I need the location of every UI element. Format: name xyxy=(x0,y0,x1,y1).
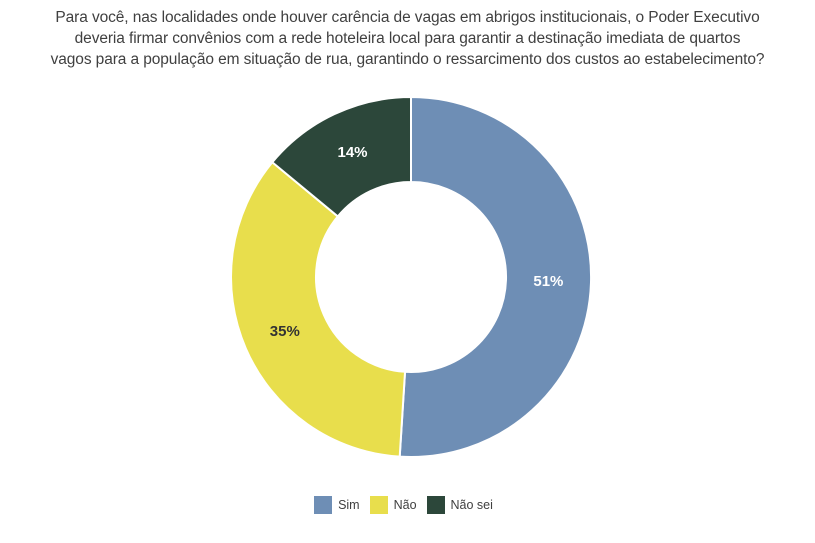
chart-title: Para você, nas localidades onde houver c… xyxy=(0,7,815,70)
slice-label-sim: 51% xyxy=(533,273,563,290)
chart-title-line-1: Para você, nas localidades onde houver c… xyxy=(55,9,760,26)
chart-title-line-2: deveria firmar convênios com a rede hote… xyxy=(74,30,741,47)
legend-swatch-nao-sei xyxy=(426,496,445,514)
donut-chart: 51% 35% 14% xyxy=(230,96,592,458)
chart-legend: Sim Não Não sei xyxy=(0,496,815,514)
legend-item-sim: Sim xyxy=(314,496,368,514)
legend-label-nao-sei: Não sei xyxy=(450,498,493,512)
donut-slice-nao-sei xyxy=(271,96,412,218)
legend-item-nao: Não xyxy=(369,496,425,514)
legend-label-sim: Sim xyxy=(338,498,360,512)
legend-item-nao-sei: Não sei xyxy=(426,496,501,514)
slice-label-nao-sei: 14% xyxy=(337,144,367,161)
legend-swatch-sim xyxy=(314,496,333,514)
legend-label-nao: Não xyxy=(393,498,417,512)
legend-swatch-nao xyxy=(369,496,388,514)
donut-slice-nao xyxy=(230,161,407,458)
chart-title-line-3: vagos para a população em situação de ru… xyxy=(50,51,765,68)
slice-label-nao: 35% xyxy=(270,323,300,340)
donut-slice-sim xyxy=(398,96,592,458)
